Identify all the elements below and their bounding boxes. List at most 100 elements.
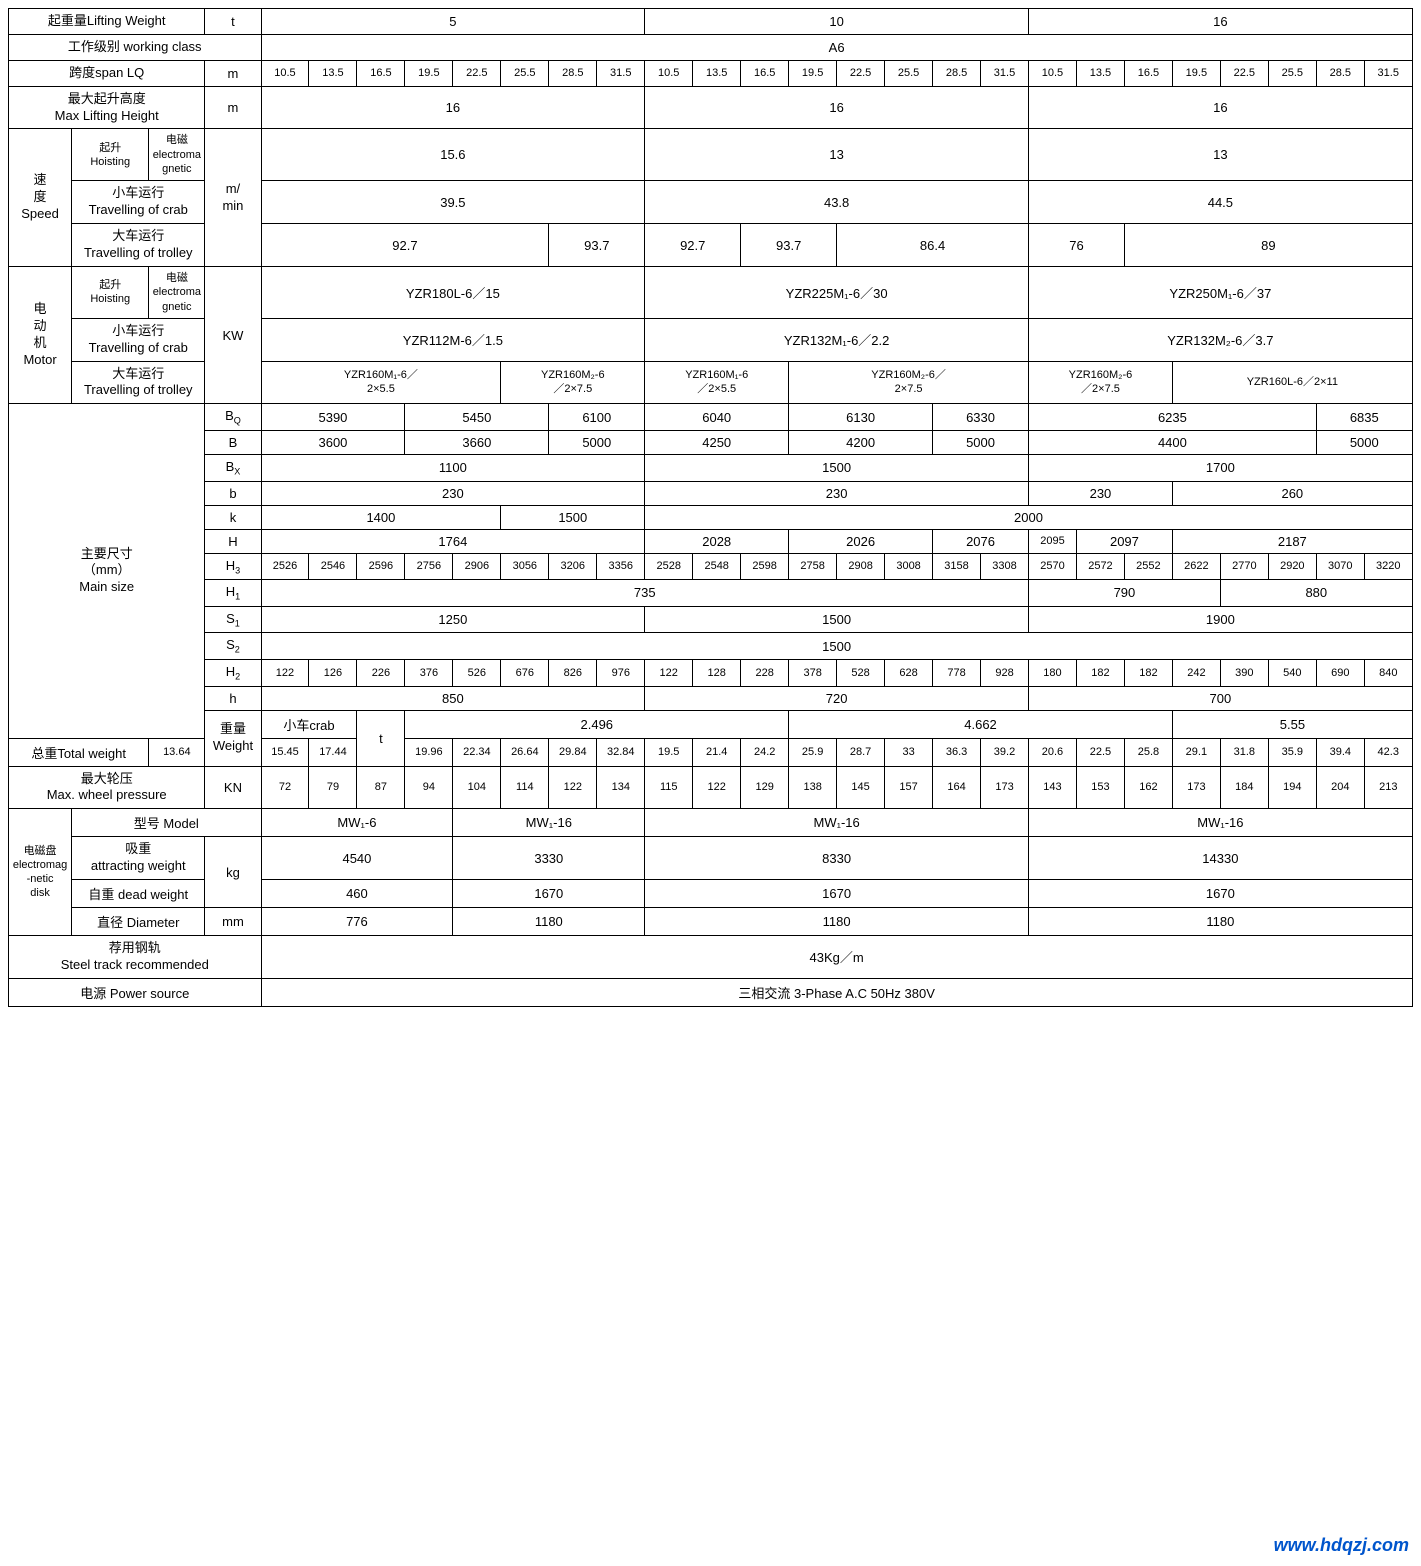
wp-6: 122 xyxy=(549,766,597,809)
size-k: k xyxy=(205,505,261,529)
wp-14: 164 xyxy=(933,766,981,809)
label-dead-weight: 自重 dead weight xyxy=(72,880,205,908)
h3-20: 2770 xyxy=(1220,553,1268,580)
span-14: 28.5 xyxy=(933,60,981,86)
dia-16: 1180 xyxy=(1029,908,1413,936)
size-bb: b xyxy=(205,481,261,505)
k-5a: 1400 xyxy=(261,505,501,529)
val-height-5: 16 xyxy=(261,86,645,129)
val-lift-5: 5 xyxy=(261,9,645,35)
size-h2: H2 xyxy=(205,659,261,686)
size-hl: h xyxy=(205,686,261,710)
crab-wt-5: 2.496 xyxy=(405,710,789,738)
span-13: 25.5 xyxy=(885,60,933,86)
size-h3: H3 xyxy=(205,553,261,580)
tw-20: 31.8 xyxy=(1220,738,1268,766)
val-crab-speed-10: 43.8 xyxy=(645,181,1029,224)
crab-wt-16: 5.55 xyxy=(1172,710,1412,738)
tw-7: 32.84 xyxy=(597,738,645,766)
span-21: 25.5 xyxy=(1268,60,1316,86)
bx-5: 1100 xyxy=(261,454,645,481)
tw-15: 39.2 xyxy=(981,738,1029,766)
wp-10: 129 xyxy=(741,766,789,809)
bq-5: 6330 xyxy=(933,404,1029,431)
span-11: 19.5 xyxy=(789,60,837,86)
label-max-height: 最大起升高度Max Lifting Height xyxy=(9,86,205,129)
unit-t: t xyxy=(205,9,261,35)
h2-12: 528 xyxy=(837,659,885,686)
span-2: 16.5 xyxy=(357,60,405,86)
h2-13: 628 xyxy=(885,659,933,686)
label-attracting: 吸重attracting weight xyxy=(72,837,205,880)
val-lift-10: 10 xyxy=(645,9,1029,35)
val-motor-trolley-16b: YZR160L-6／2×11 xyxy=(1172,361,1412,404)
bq-7: 6835 xyxy=(1316,404,1412,431)
h3-5: 3056 xyxy=(501,553,549,580)
tw-14: 36.3 xyxy=(933,738,981,766)
b-0: 3600 xyxy=(261,430,405,454)
span-9: 13.5 xyxy=(693,60,741,86)
val-motor-trolley-16a: YZR160M₂-6／2×7.5 xyxy=(1029,361,1173,404)
k-5b: 1500 xyxy=(501,505,645,529)
h3-22: 3070 xyxy=(1316,553,1364,580)
unit-mm: mm xyxy=(205,908,261,936)
s2: 1500 xyxy=(261,633,1412,660)
h3-13: 3008 xyxy=(885,553,933,580)
wp-11: 138 xyxy=(789,766,837,809)
val-motor-trolley-10a: YZR160M₁-6／2×5.5 xyxy=(645,361,789,404)
h2-8: 122 xyxy=(645,659,693,686)
h3-21: 2920 xyxy=(1268,553,1316,580)
h3-18: 2552 xyxy=(1124,553,1172,580)
dia-5b: 1180 xyxy=(453,908,645,936)
label-travel-crab2: 小车运行Travelling of crab xyxy=(72,318,205,361)
h3-15: 3308 xyxy=(981,553,1029,580)
label-steel-track: 荐用钢轨Steel track recommended xyxy=(9,936,262,979)
tw-12: 28.7 xyxy=(837,738,885,766)
wp-3: 94 xyxy=(405,766,453,809)
h-10b2: 720 xyxy=(645,686,1029,710)
crab-wt-10: 4.662 xyxy=(789,710,1173,738)
label-speed: 速度Speed xyxy=(9,129,72,266)
val-motor-trolley-10b: YZR160M₂-6／2×7.5 xyxy=(789,361,1029,404)
s1-5: 1250 xyxy=(261,606,645,633)
h2-11: 378 xyxy=(789,659,837,686)
tw-10: 24.2 xyxy=(741,738,789,766)
val-motor-hoist-5: YZR180L-6／15 xyxy=(261,266,645,318)
attract-16: 14330 xyxy=(1029,837,1413,880)
dead-10: 1670 xyxy=(645,880,1029,908)
val-motor-trolley-5b: YZR160M₂-6／2×7.5 xyxy=(501,361,645,404)
bb-10: 230 xyxy=(645,481,1029,505)
dead-16: 1670 xyxy=(1029,880,1413,908)
val-hoist-speed-5: 15.6 xyxy=(261,129,645,181)
h-10c: 2076 xyxy=(933,529,1029,553)
bq-0: 5390 xyxy=(261,404,405,431)
s1-10: 1500 xyxy=(645,606,1029,633)
attract-5b: 3330 xyxy=(453,837,645,880)
h2-5: 676 xyxy=(501,659,549,686)
b-7: 5000 xyxy=(1316,430,1412,454)
val-hoist-speed-10: 13 xyxy=(645,129,1029,181)
size-bq: BQ xyxy=(205,404,261,431)
wp-17: 153 xyxy=(1076,766,1124,809)
bx-10: 1500 xyxy=(645,454,1029,481)
h2-15: 928 xyxy=(981,659,1029,686)
attract-10: 8330 xyxy=(645,837,1029,880)
wp-0: 72 xyxy=(261,766,309,809)
span-0: 10.5 xyxy=(261,60,309,86)
s1-16: 1900 xyxy=(1029,606,1413,633)
wp-13: 157 xyxy=(885,766,933,809)
span-10: 16.5 xyxy=(741,60,789,86)
k-rest: 2000 xyxy=(645,505,1413,529)
h2-6: 826 xyxy=(549,659,597,686)
label-power: 电源 Power source xyxy=(9,978,262,1006)
tw-3: 19.96 xyxy=(405,738,453,766)
val-power: 三相交流 3-Phase A.C 50Hz 380V xyxy=(261,978,1412,1006)
attract-5a: 4540 xyxy=(261,837,453,880)
wp-23: 213 xyxy=(1364,766,1412,809)
h3-23: 3220 xyxy=(1364,553,1412,580)
b-6: 4400 xyxy=(1029,430,1317,454)
val-lift-16: 16 xyxy=(1029,9,1413,35)
h2-16: 180 xyxy=(1029,659,1077,686)
val-motor-trolley-5a: YZR160M₁-6／2×5.5 xyxy=(261,361,501,404)
val-trolley-10b: 93.7 xyxy=(741,224,837,267)
